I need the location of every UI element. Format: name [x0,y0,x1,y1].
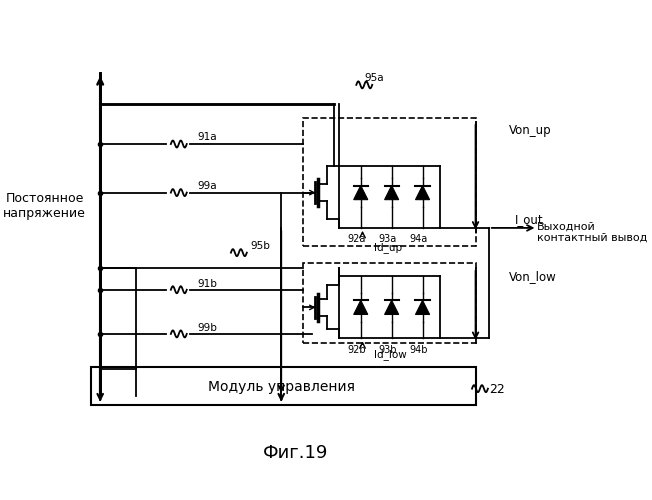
Text: Von_low: Von_low [509,270,557,283]
Text: 94a: 94a [409,234,427,244]
Bar [91,368,475,405]
Text: 93a: 93a [378,234,396,244]
Text: 91b: 91b [198,278,217,288]
Text: Модуль управления: Модуль управления [208,380,355,394]
Text: 94b: 94b [409,345,428,355]
Text: 99b: 99b [198,322,217,332]
Text: 95a: 95a [364,73,384,83]
Text: 93b: 93b [378,345,396,355]
Text: Фиг.19: Фиг.19 [263,444,328,462]
Text: I_out: I_out [515,212,544,226]
Polygon shape [385,300,399,314]
Text: Von_up: Von_up [509,124,552,138]
Polygon shape [415,186,430,200]
Polygon shape [385,186,399,200]
Text: 92a: 92a [347,234,366,244]
Polygon shape [415,300,430,314]
Polygon shape [353,186,368,200]
Text: 22: 22 [489,383,505,396]
Text: Id_up: Id_up [374,242,402,253]
Text: 99a: 99a [198,182,217,192]
Text: Id_low: Id_low [374,349,407,360]
Text: 91a: 91a [198,132,217,142]
Text: Выходной
контактный вывод: Выходной контактный вывод [537,222,647,243]
Text: Постоянное
напряжение: Постоянное напряжение [3,192,86,220]
Bar [303,263,475,342]
Text: 95b: 95b [250,240,270,250]
Text: 92b: 92b [347,345,366,355]
Bar [303,118,475,246]
Polygon shape [353,300,368,314]
